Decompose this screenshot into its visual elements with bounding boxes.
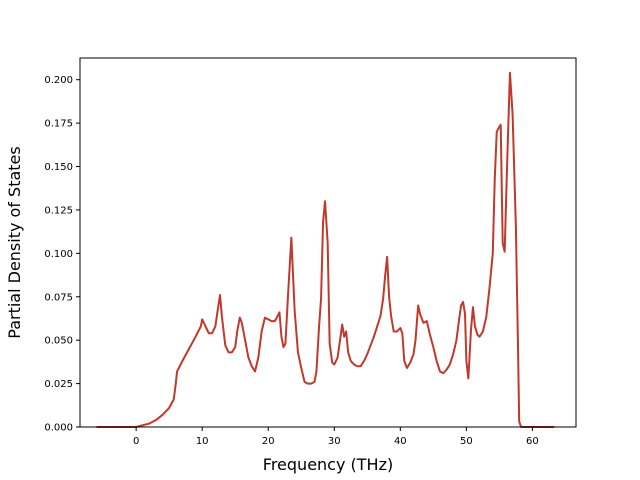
x-tick-label: 60: [526, 436, 539, 447]
x-axis-label: Frequency (THz): [263, 455, 393, 474]
y-tick-label: 0.075: [44, 292, 73, 303]
y-tick-label: 0.200: [44, 75, 73, 86]
y-tick-label: 0.000: [44, 423, 73, 434]
x-tick-label: 40: [394, 436, 407, 447]
x-axis: 0 10 20 30 40 50 60: [133, 427, 539, 447]
x-tick-label: 20: [262, 436, 275, 447]
y-tick-label: 0.100: [44, 249, 73, 260]
x-tick-label: 30: [328, 436, 341, 447]
y-tick-label: 0.150: [44, 162, 73, 173]
y-tick-label: 0.175: [44, 119, 73, 130]
y-tick-label: 0.125: [44, 205, 73, 216]
series-line-0: [96, 71, 555, 428]
x-tick-label: 50: [460, 436, 473, 447]
y-tick-label: 0.050: [44, 336, 73, 347]
plot-area: [96, 71, 555, 428]
y-axis: 0.000 0.025 0.050 0.075 0.100 0.125 0.150 0.175…: [44, 75, 80, 434]
y-axis-label: Partial Density of States: [5, 146, 24, 338]
axes-frame: [79, 57, 577, 428]
x-tick-label: 10: [196, 436, 209, 447]
y-tick-label: 0.025: [44, 379, 73, 390]
x-tick-label: 0: [133, 436, 139, 447]
